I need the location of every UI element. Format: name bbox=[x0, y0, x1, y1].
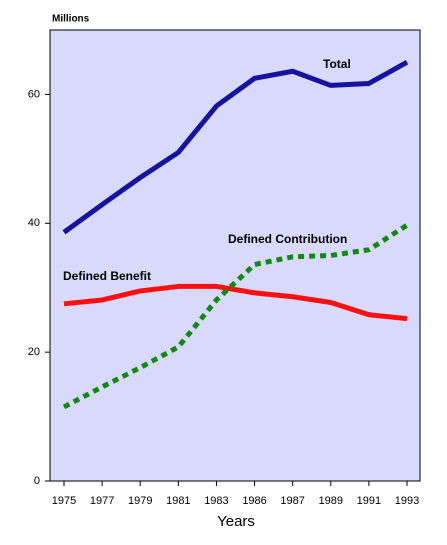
x-tick-label: 1987 bbox=[280, 495, 304, 507]
series-label: Total bbox=[323, 57, 351, 71]
series-line bbox=[62, 60, 409, 235]
y-tick-label: 60 bbox=[28, 88, 40, 100]
x-tick-label: 1983 bbox=[204, 495, 228, 507]
y-tick-label: 40 bbox=[28, 217, 40, 229]
x-tick-label: 1975 bbox=[52, 495, 76, 507]
y-tick-label: 20 bbox=[28, 346, 40, 358]
x-tick-label: 1993 bbox=[395, 495, 419, 507]
series-label: Defined Contribution bbox=[228, 232, 347, 246]
x-tick-label: 1979 bbox=[128, 495, 152, 507]
series-line bbox=[63, 283, 408, 322]
x-tick-label: 1991 bbox=[357, 495, 381, 507]
y-unit-label: Millions bbox=[52, 14, 90, 25]
x-axis-title: Years bbox=[217, 513, 255, 530]
series-label: Defined Benefit bbox=[63, 269, 151, 283]
x-tick-label: 1989 bbox=[319, 495, 343, 507]
x-tick-label: 1986 bbox=[242, 495, 266, 507]
x-tick-label: 1977 bbox=[90, 495, 114, 507]
plot-area bbox=[49, 29, 421, 482]
y-tick-label: 0 bbox=[34, 475, 40, 487]
x-tick-label: 1981 bbox=[166, 495, 190, 507]
